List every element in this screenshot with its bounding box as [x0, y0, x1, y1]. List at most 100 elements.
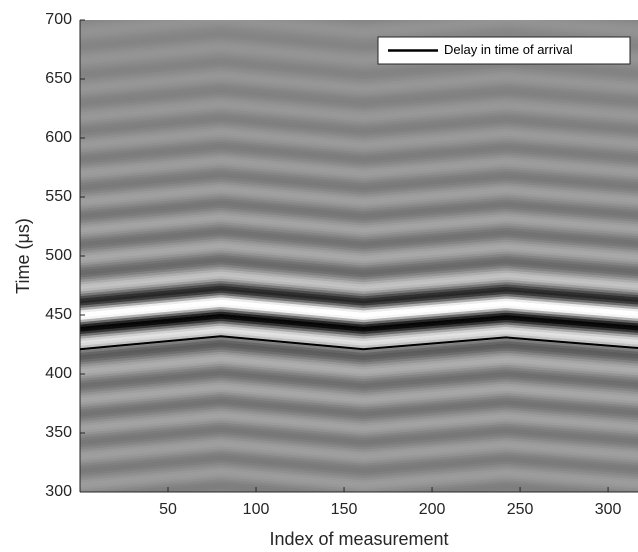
- background-stripe: [80, 365, 638, 382]
- y-tick-label: 550: [45, 188, 72, 205]
- background-stripe: [80, 226, 638, 242]
- x-tick-label: 100: [243, 501, 270, 518]
- background-stripe: [80, 252, 638, 268]
- background-stripe: [80, 3, 638, 16]
- background-stripe: [80, 285, 638, 301]
- background-stripe: [80, 20, 638, 30]
- background-stripe: [80, 0, 638, 7]
- plot: 300 350 400 450 500 550 600 650 700 50 100 150 200 25…: [45, 11, 638, 518]
- background-stripe: [80, 455, 638, 471]
- background-stripe: [80, 280, 638, 297]
- background-stripe: [80, 207, 638, 224]
- background-stripe: [80, 391, 638, 408]
- x-axis-label: Index of measurement: [269, 529, 448, 549]
- background-stripe: [80, 23, 638, 40]
- background-stripe: [80, 412, 638, 429]
- background-stripe: [80, 363, 638, 379]
- background-stripe: [80, 389, 638, 405]
- y-tick-label: 600: [45, 129, 72, 146]
- background-stripe: [80, 261, 638, 278]
- background-stripe: [80, 457, 638, 474]
- background-stripe: [80, 460, 638, 476]
- background-stripe: [80, 129, 638, 146]
- background-stripe: [80, 323, 638, 339]
- y-tick-label: 400: [45, 365, 72, 382]
- background-image: [80, 0, 638, 492]
- background-stripe: [80, 332, 638, 349]
- background-stripe: [80, 249, 638, 266]
- background-stripe: [80, 122, 638, 139]
- background-stripe: [80, 287, 638, 304]
- background-stripe: [80, 384, 638, 401]
- background-stripe: [80, 169, 638, 186]
- background-stripe: [80, 443, 638, 460]
- series-line: [79, 335, 638, 351]
- background-stripe: [80, 231, 638, 247]
- y-tick-label: 500: [45, 247, 72, 264]
- background-stripe: [80, 172, 638, 188]
- background-stripe: [80, 160, 638, 176]
- background-stripe: [80, 75, 638, 91]
- background-stripe: [80, 405, 638, 422]
- background-stripe: [80, 245, 638, 261]
- background-stripe: [80, 131, 638, 148]
- background-stripe: [80, 174, 638, 191]
- x-tick-label: 300: [595, 501, 622, 518]
- background-stripe: [80, 20, 365, 21]
- background-stripe: [80, 419, 638, 436]
- background-stripe: [80, 25, 638, 42]
- background-stripe: [80, 316, 638, 332]
- x-tick-label: 200: [419, 501, 446, 518]
- background-stripe: [80, 162, 638, 179]
- background-stripe: [80, 117, 638, 134]
- background-stripe: [80, 179, 638, 195]
- background-stripe: [80, 124, 638, 141]
- background-stripe: [80, 353, 638, 370]
- background-stripe: [80, 221, 638, 238]
- background-stripe: [80, 346, 638, 363]
- background-stripe: [80, 471, 638, 488]
- background-stripe: [80, 386, 638, 403]
- background-stripe: [80, 450, 638, 467]
- background-stripe: [80, 344, 638, 360]
- background-stripe: [80, 127, 638, 143]
- background-stripe: [80, 464, 638, 481]
- background-stripe: [80, 242, 638, 259]
- background-stripe: [80, 417, 638, 434]
- background-stripe: [80, 20, 638, 23]
- x-tick-label: 50: [159, 501, 177, 518]
- background-stripe: [80, 467, 638, 483]
- background-stripe: [80, 134, 638, 150]
- background-stripe: [80, 469, 638, 486]
- background-stripe: [80, 379, 638, 396]
- background-stripe: [80, 438, 638, 455]
- background-stripe: [80, 445, 638, 462]
- background-stripe: [80, 283, 638, 299]
- background-stripe: [80, 233, 638, 250]
- background-stripe: [80, 120, 638, 136]
- background-stripe: [80, 148, 638, 165]
- background-stripe: [80, 401, 638, 417]
- background-stripe: [80, 115, 638, 132]
- background-stripe: [80, 275, 638, 292]
- background-stripe: [80, 183, 638, 200]
- background-stripe: [80, 96, 638, 113]
- background-stripe: [80, 351, 638, 368]
- background-stripe: [80, 403, 638, 419]
- background-stripe: [80, 153, 638, 169]
- background-stripe: [80, 297, 638, 313]
- background-stripe: [80, 188, 638, 205]
- background-stripe: [80, 337, 638, 353]
- y-tick-label: 650: [45, 70, 72, 87]
- background-stripe: [80, 325, 638, 342]
- background-stripe: [80, 370, 638, 386]
- background-stripe: [80, 155, 638, 172]
- background-stripe: [80, 150, 638, 167]
- background-stripe: [80, 257, 638, 273]
- background-stripe: [80, 80, 638, 96]
- background-stripe: [80, 441, 638, 457]
- background-stripe: [80, 367, 638, 384]
- background-stripe: [80, 20, 638, 28]
- background-stripe: [80, 139, 638, 155]
- background-stripe: [80, 101, 638, 117]
